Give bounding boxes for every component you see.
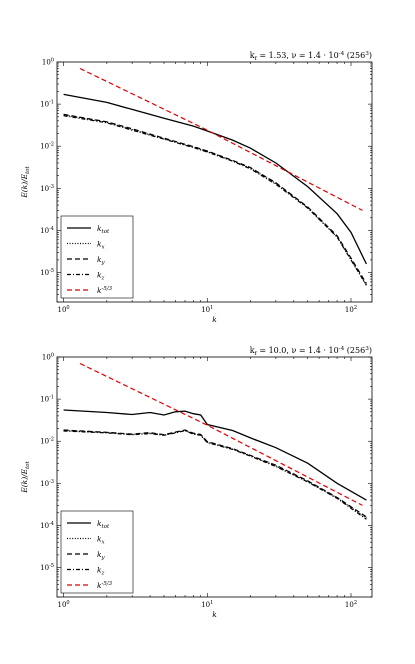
y-tick-label: 10-1 xyxy=(40,100,54,109)
series-line-k-5-3 xyxy=(79,362,363,506)
x-axis-label: k xyxy=(212,315,217,324)
series-line-k-y xyxy=(63,113,367,284)
x-axis-label: k xyxy=(212,610,217,619)
legend-label: kx xyxy=(97,240,105,251)
y-tick-label: 10-4 xyxy=(40,226,54,235)
y-tick-label: 10-3 xyxy=(40,479,54,488)
series-line-k-tot xyxy=(63,93,367,265)
legend-label: ktot xyxy=(97,224,110,235)
y-tick-label: 10-3 xyxy=(40,184,54,193)
chart-panel-2: 100 101 102 100 10-1 10-2 10-3 10-4 10-5 kf = 10.… xyxy=(20,346,373,619)
plot-frame xyxy=(56,356,373,598)
y-tick-label: 10-5 xyxy=(40,563,54,572)
legend-label: k-5/3 xyxy=(97,581,113,590)
y-tick-label: 10-2 xyxy=(40,437,54,446)
chart-title: kf = 10.0, ν = 1.4 · 10-4 (2563) xyxy=(250,346,372,357)
x-tick-label: 100 xyxy=(58,600,70,609)
legend-box xyxy=(60,510,134,594)
chart-title: kf = 1.53, ν = 1.4 · 10-4 (2563) xyxy=(250,51,372,62)
series-line-k-tot xyxy=(63,409,367,501)
legend-label: kx xyxy=(97,535,105,546)
y-tick-label: 100 xyxy=(42,353,54,362)
x-tick-label: 102 xyxy=(345,600,357,609)
legend-label: kz xyxy=(97,271,105,282)
legend-box xyxy=(60,215,134,299)
y-axis-label: E(k)/Etot xyxy=(20,165,31,198)
y-tick-label: 100 xyxy=(42,58,54,67)
series-line-k-5-3 xyxy=(79,67,363,211)
y-tick-label: 10-4 xyxy=(40,521,54,530)
x-tick-label: 101 xyxy=(201,305,213,314)
x-tick-label: 101 xyxy=(201,600,213,609)
plot-frame xyxy=(56,61,373,303)
legend-label: k-5/3 xyxy=(97,286,113,295)
y-tick-label: 10-1 xyxy=(40,395,54,404)
legend-label: ktot xyxy=(97,519,110,530)
y-tick-label: 10-2 xyxy=(40,142,54,151)
y-tick-label: 10-5 xyxy=(40,268,54,277)
x-tick-label: 100 xyxy=(58,305,70,314)
legend-label: kz xyxy=(97,566,105,577)
x-tick-label: 102 xyxy=(345,305,357,314)
series-line-k-y xyxy=(63,429,367,518)
legend-label: ky xyxy=(97,550,106,561)
legend-label: ky xyxy=(97,255,106,266)
chart-panel-1: 100 101 102 100 10-1 10-2 10-3 10-4 10-5 kf = 1.5… xyxy=(20,51,373,324)
y-axis-label: E(k)/Etot xyxy=(20,460,31,493)
